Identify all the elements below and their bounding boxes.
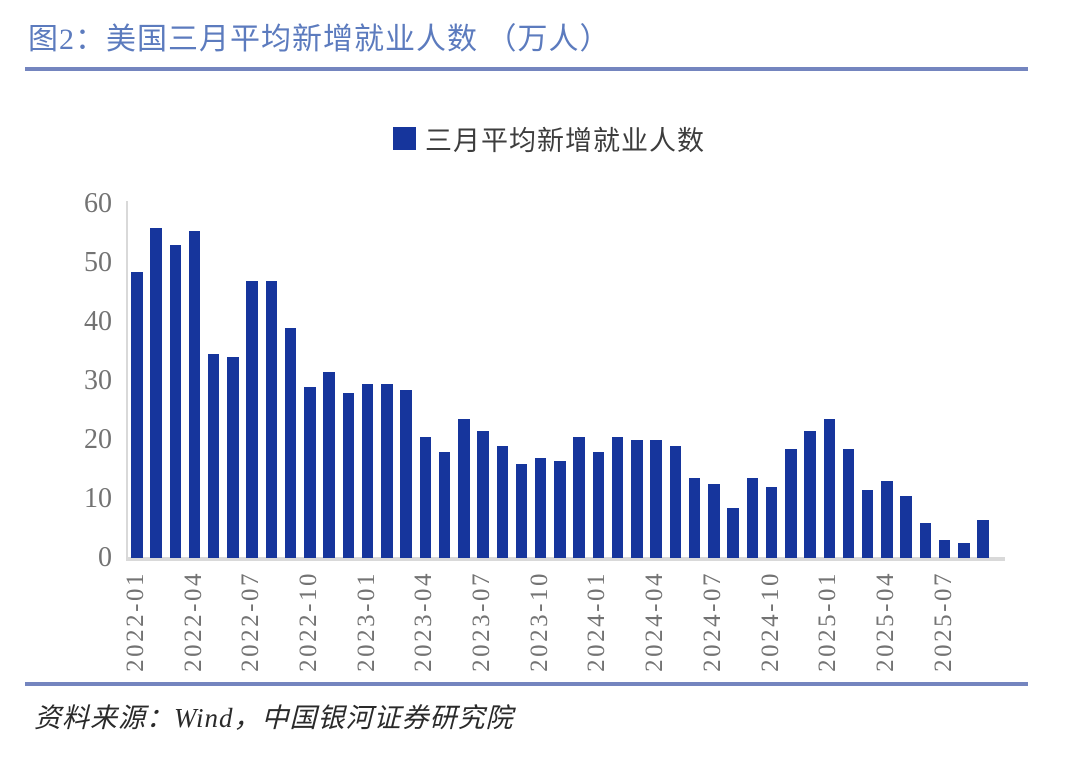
x-tick-label: 2023-04 [410,571,438,672]
x-tick-label: 2024-10 [756,571,784,672]
x-tick-label: 2024-01 [583,571,611,672]
y-tick-label: 30 [84,365,112,396]
bar [708,484,720,558]
y-tick-label: 60 [84,188,112,219]
x-axis-line [126,557,1005,561]
x-tick-label: 2022-07 [237,571,265,672]
x-tick-label: 2022-04 [179,571,207,672]
y-tick-label: 50 [84,247,112,278]
y-tick-label: 20 [84,424,112,455]
bar [938,540,951,558]
bar [515,463,528,558]
bar [361,383,374,558]
x-tick-label: 2025-04 [871,571,899,672]
bar [631,440,643,558]
bar [919,522,932,558]
footer-divider [25,682,1028,686]
bar [381,383,393,558]
bar [727,507,739,558]
bar [438,451,451,558]
bar [554,460,566,558]
bar [592,451,605,558]
bar [958,543,970,558]
bar [246,280,258,558]
bar [304,386,316,558]
bar [534,457,547,558]
bar [900,496,912,558]
title-divider [25,67,1028,71]
bar [765,487,778,558]
bar [746,478,759,558]
bar [669,445,682,558]
legend-marker-icon [393,127,416,150]
bar [400,389,412,558]
bar [477,431,489,558]
bar [265,280,278,558]
plot-area [126,201,1005,561]
bar [861,490,874,558]
legend-label: 三月平均新增就业人数 [425,126,705,156]
bar [823,419,835,558]
bar [150,227,162,558]
legend: 三月平均新增就业人数 [393,119,705,158]
bar [785,448,797,558]
bar [842,448,855,558]
bar [458,419,470,558]
bar [131,271,143,558]
x-tick-label: 2025-07 [929,571,957,672]
bar [611,437,624,558]
bar [342,392,355,558]
x-tick-label: 2024-07 [698,571,726,672]
x-tick-label: 2023-10 [525,571,553,672]
y-tick-label: 0 [98,542,112,573]
bar [227,357,239,558]
source-note: 资料来源：Wind，中国银河证券研究院 [34,703,514,733]
bar [169,245,182,558]
x-tick-label: 2025-01 [814,571,842,672]
x-tick-label: 2024-04 [641,571,669,672]
bar [496,445,508,558]
bar [977,519,989,558]
y-tick-label: 40 [84,306,112,337]
bar [188,230,201,558]
bar [284,327,297,558]
bar [573,437,585,558]
y-tick-label: 10 [84,483,112,514]
x-tick-label: 2023-07 [468,571,496,672]
y-axis-line [126,201,128,558]
x-tick-label: 2023-01 [352,571,380,672]
x-tick-label: 2022-10 [294,571,322,672]
x-tick-label: 2022-01 [121,571,149,672]
bar [323,372,335,558]
bar [650,440,662,558]
bar [688,478,701,558]
bar [804,431,816,558]
figure-title: 图2：美国三月平均新增就业人数 （万人） [28,23,611,56]
bar [419,437,432,558]
bar [881,481,893,558]
bar [207,354,220,558]
